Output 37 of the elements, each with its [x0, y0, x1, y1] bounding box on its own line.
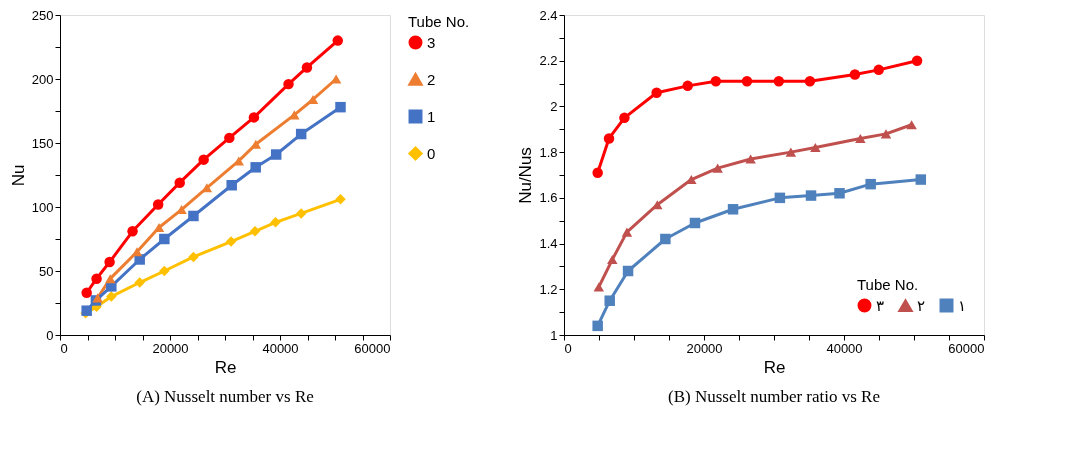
x-tick-label: 20000	[686, 340, 723, 356]
x-tick-label: 20000	[152, 340, 189, 356]
legend-label: ٣	[876, 296, 884, 314]
text: (B) Nusselt number ratio vs Re	[668, 387, 880, 406]
x-tick-label: 40000	[826, 340, 863, 356]
x-tick-label: 0	[564, 340, 572, 356]
x-axis-title: Re	[214, 357, 237, 377]
y-tick-label: 1.4	[539, 236, 558, 252]
legend-label: ١	[958, 296, 966, 314]
legend-label: 2	[427, 70, 436, 88]
legend-label: ٢	[917, 296, 925, 314]
text: (A) Nusselt number vs Re	[136, 387, 314, 406]
y-tick-label: 1.2	[539, 281, 558, 297]
legend-label: 3	[427, 33, 436, 51]
x-tick-label: 40000	[262, 340, 299, 356]
legend-label: 1	[427, 107, 436, 125]
x-tick-label: 60000	[948, 340, 985, 356]
x-axis-title: Re	[763, 357, 786, 377]
y-tick-label: 250	[31, 7, 54, 23]
x-tick-label: 60000	[354, 340, 391, 356]
y-tick-label: 2	[550, 98, 558, 114]
y-axis-title: Nu	[8, 164, 28, 187]
y-tick-label: 1.6	[539, 190, 558, 206]
legend-title: Tube No.	[857, 276, 919, 293]
y-tick-label: 2.2	[539, 53, 558, 69]
y-tick-label: 150	[31, 135, 54, 151]
legend-title: Tube No.	[408, 13, 470, 30]
x-tick-label: 0	[60, 340, 68, 356]
y-tick-label: 2.4	[539, 7, 558, 23]
y-axis-title: Nu/Nus	[516, 147, 536, 204]
legend-label: 0	[427, 144, 436, 162]
y-tick-label: 0	[46, 327, 54, 343]
y-tick-label: 50	[39, 263, 54, 279]
y-tick-label: 200	[31, 71, 54, 87]
y-tick-label: 1.8	[539, 144, 558, 160]
y-tick-label: 100	[31, 199, 54, 215]
y-tick-label: 1	[550, 327, 558, 343]
